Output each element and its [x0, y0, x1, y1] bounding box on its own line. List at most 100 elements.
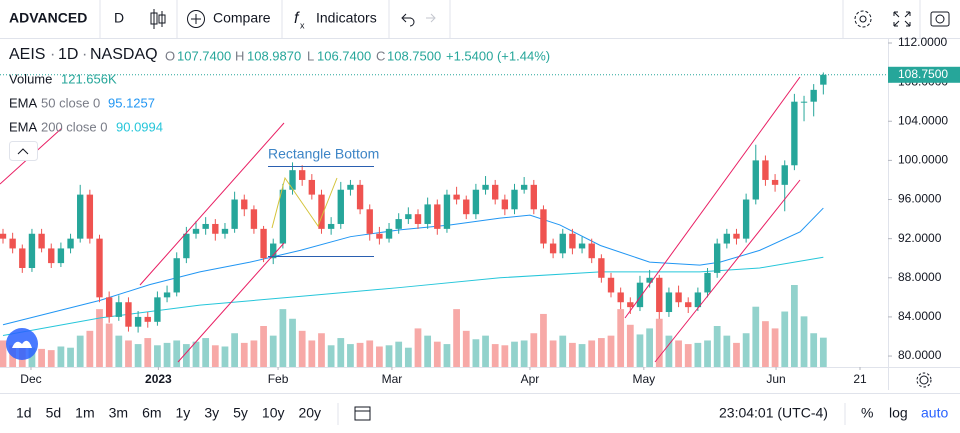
candle-body — [212, 223, 219, 234]
range-button[interactable]: 6m — [142, 405, 161, 421]
volume-bar — [134, 344, 142, 367]
drawings: Rectangle Bottom — [0, 76, 801, 363]
range-button[interactable]: 3y — [204, 405, 219, 421]
volume-bar — [771, 328, 779, 367]
range-button[interactable]: 3m — [109, 405, 128, 421]
candle-icon[interactable] — [150, 9, 166, 29]
volume-bar — [269, 335, 277, 367]
candle-body — [752, 160, 759, 200]
volume-bar — [733, 342, 740, 367]
candle-body — [665, 292, 673, 313]
range-button[interactable]: 5d — [46, 405, 62, 421]
volume-bar — [404, 347, 412, 367]
x-tick-label: Dec — [20, 372, 41, 386]
mode[interactable]: ADVANCED — [9, 10, 87, 26]
candle-body — [279, 189, 287, 244]
volume-bar — [57, 346, 65, 367]
candle-body — [820, 74, 827, 85]
screenshot-icon[interactable] — [930, 11, 950, 27]
candle-body — [77, 194, 84, 239]
trend-line[interactable] — [177, 242, 285, 363]
volume-bar — [549, 340, 557, 367]
candle-body — [221, 228, 229, 234]
range-button[interactable]: 20y — [298, 405, 321, 421]
volume-bar — [511, 341, 518, 367]
candle-body — [48, 248, 55, 264]
candle-body — [125, 302, 132, 327]
volume-bar — [240, 342, 248, 367]
clock: 23:04:01 (UTC-4) — [719, 405, 828, 421]
candle-body — [96, 238, 103, 298]
volume-bar — [819, 337, 827, 367]
volume-bar — [356, 342, 364, 367]
auto-button[interactable]: auto — [921, 405, 948, 421]
candle-body — [800, 101, 808, 103]
volume-bar — [395, 341, 403, 367]
fx-icon[interactable]: f — [294, 10, 300, 27]
candle-body — [578, 243, 586, 249]
fullscreen-icon[interactable] — [893, 11, 911, 27]
collapse-button[interactable] — [9, 141, 38, 161]
volume-bar — [337, 338, 345, 367]
volume-bar — [607, 335, 615, 367]
logo-icon — [12, 340, 32, 348]
candle-body — [298, 170, 306, 180]
volume-bar — [540, 313, 547, 367]
low-label: L — [307, 48, 314, 63]
close-value: 108.7500 — [387, 48, 441, 63]
date-range-icon[interactable] — [354, 406, 371, 421]
redo-icon[interactable] — [426, 13, 436, 23]
volume-label: Volume — [9, 71, 52, 86]
range-button[interactable]: 1m — [75, 405, 94, 421]
volume-bar — [810, 333, 818, 367]
settings-icon[interactable] — [854, 10, 872, 28]
log-button[interactable]: log — [889, 405, 908, 421]
x-tick-label: 2023 — [145, 372, 172, 386]
candle-body — [260, 228, 267, 259]
x-tick-label: Mar — [382, 372, 403, 386]
candle-body — [173, 258, 180, 293]
range-button[interactable]: 1y — [176, 405, 191, 421]
volume-bar — [443, 344, 451, 367]
x-tick-label: Jun — [766, 372, 785, 386]
volume-bar — [0, 340, 7, 367]
pattern-line[interactable] — [271, 176, 338, 229]
ema200-label: EMA — [9, 119, 38, 134]
y-tick-label: 104.0000 — [898, 113, 948, 127]
ema200-params: 200 close 0 — [41, 119, 108, 134]
volume-bar — [723, 335, 731, 367]
percent-button[interactable]: % — [861, 405, 873, 421]
axis-settings-icon[interactable] — [916, 372, 932, 388]
last-price-box — [888, 66, 960, 83]
volume-bar — [96, 309, 103, 367]
volume-bar — [182, 344, 190, 367]
candle-body — [810, 89, 817, 102]
change-value: +1.5400 (+1.44%) — [446, 48, 550, 63]
interval-button[interactable]: D — [114, 10, 124, 26]
undo-icon[interactable] — [401, 13, 415, 27]
trend-line[interactable] — [624, 76, 801, 319]
exchange: NASDAQ — [90, 46, 158, 63]
range-button[interactable]: 1d — [16, 405, 32, 421]
candle-body — [694, 292, 702, 308]
volume-bar — [327, 345, 335, 367]
y-tick-label: 92.0000 — [898, 231, 942, 245]
trend-line[interactable] — [139, 122, 285, 286]
candle-body — [742, 199, 750, 239]
volume-bar — [221, 346, 229, 367]
compare-button[interactable]: Compare — [213, 10, 271, 26]
candle-body — [241, 199, 248, 210]
range-button[interactable]: 5y — [233, 405, 248, 421]
volume-bar — [154, 345, 161, 367]
volume-bar — [684, 344, 692, 367]
indicators-button[interactable]: Indicators — [316, 10, 377, 26]
volume-bar — [655, 318, 663, 367]
candle-body — [0, 233, 7, 239]
compare-icon[interactable] — [187, 10, 205, 28]
candle-body — [434, 204, 441, 229]
volume-bar — [318, 333, 325, 367]
trend-line[interactable] — [654, 179, 801, 363]
range-button[interactable]: 10y — [262, 405, 285, 421]
ema50-value: 95.1257 — [108, 95, 155, 110]
